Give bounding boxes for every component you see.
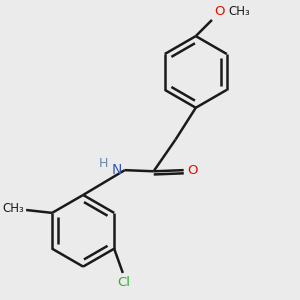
Text: CH₃: CH₃ <box>228 4 250 18</box>
Text: Cl: Cl <box>117 276 130 290</box>
Text: O: O <box>188 164 198 177</box>
Text: N: N <box>112 163 122 177</box>
Text: O: O <box>214 4 225 18</box>
Text: H: H <box>99 157 109 170</box>
Text: CH₃: CH₃ <box>2 202 24 215</box>
